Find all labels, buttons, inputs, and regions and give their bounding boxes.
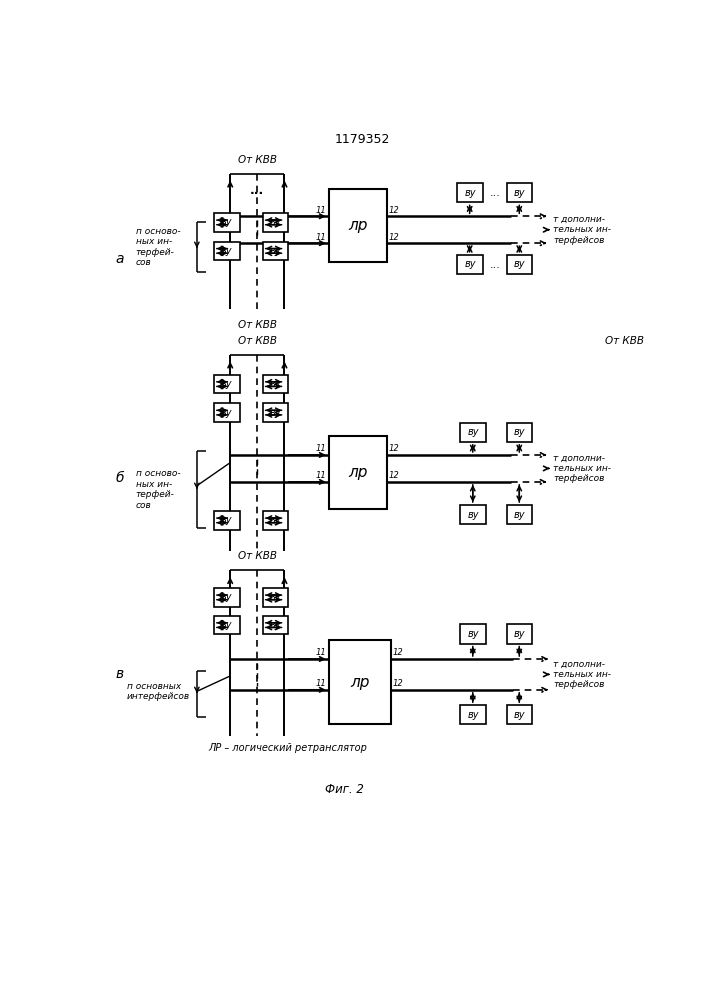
Text: 12: 12: [388, 233, 399, 242]
Text: вy: вy: [270, 379, 281, 389]
Text: вy: вy: [270, 217, 281, 227]
Bar: [507, 505, 532, 524]
Bar: [214, 213, 240, 232]
Text: вy: вy: [221, 246, 233, 256]
Text: ...: ...: [489, 260, 501, 270]
Bar: [507, 255, 532, 274]
Bar: [214, 511, 240, 530]
Text: вy: вy: [221, 217, 233, 227]
Text: вy: вy: [467, 510, 479, 520]
Text: вy: вy: [464, 188, 476, 198]
Bar: [329, 189, 387, 262]
Text: вy: вy: [467, 427, 479, 437]
Text: вy: вy: [514, 710, 525, 720]
Bar: [460, 705, 486, 724]
Bar: [263, 242, 288, 260]
Text: 11: 11: [315, 444, 327, 453]
Text: От КВВ: От КВВ: [605, 336, 644, 346]
Text: 11: 11: [315, 679, 327, 688]
Text: вy: вy: [514, 510, 525, 520]
Text: 11: 11: [315, 471, 327, 480]
Bar: [507, 624, 532, 644]
Bar: [329, 436, 387, 509]
Text: вy: вy: [221, 379, 233, 389]
Text: вy: вy: [270, 515, 281, 525]
Bar: [214, 616, 240, 634]
Text: вy: вy: [514, 629, 525, 639]
Text: 11: 11: [315, 206, 327, 215]
Text: 11: 11: [315, 233, 327, 242]
Text: вy: вy: [221, 515, 233, 525]
Text: вy: вy: [514, 188, 525, 198]
Text: лр: лр: [348, 218, 368, 233]
Text: ...: ...: [250, 184, 264, 197]
Bar: [457, 255, 483, 274]
Bar: [214, 375, 240, 393]
Bar: [457, 183, 483, 202]
Text: От КВВ: От КВВ: [238, 551, 277, 561]
Text: п осново-
ных ин-
терфей-
сов: п осново- ных ин- терфей- сов: [136, 470, 180, 510]
Text: 1179352: 1179352: [334, 133, 390, 146]
Text: вy: вy: [270, 408, 281, 418]
Text: От КВВ: От КВВ: [238, 336, 277, 346]
Text: 12: 12: [388, 206, 399, 215]
Text: вy: вy: [514, 259, 525, 269]
Text: От КВВ: От КВВ: [238, 155, 277, 165]
Bar: [460, 505, 486, 524]
Text: вy: вy: [467, 629, 479, 639]
Text: вy: вy: [221, 592, 233, 602]
Text: ЛР – логический ретранслятор: ЛР – логический ретранслятор: [209, 743, 368, 753]
Text: т дополни-
тельных ин-
терфейсов: т дополни- тельных ин- терфейсов: [554, 215, 612, 245]
Text: п осново-
ных ин-
терфей-
сов: п осново- ных ин- терфей- сов: [136, 227, 180, 267]
Text: 12: 12: [388, 444, 399, 453]
Bar: [263, 511, 288, 530]
Text: вy: вy: [270, 246, 281, 256]
Text: а: а: [115, 252, 124, 266]
Text: вy: вy: [514, 427, 525, 437]
Text: От КВВ: От КВВ: [238, 320, 277, 330]
Bar: [507, 705, 532, 724]
Bar: [329, 640, 391, 724]
Text: вy: вy: [270, 620, 281, 630]
Text: вy: вy: [467, 710, 479, 720]
Bar: [263, 403, 288, 422]
Bar: [263, 588, 288, 607]
Text: вy: вy: [221, 620, 233, 630]
Bar: [460, 624, 486, 644]
Text: 12: 12: [388, 471, 399, 480]
Text: в: в: [115, 667, 124, 681]
Bar: [214, 588, 240, 607]
Text: ...: ...: [489, 188, 501, 198]
Bar: [507, 423, 532, 442]
Text: вy: вy: [221, 408, 233, 418]
Text: п основных
интерфейсов: п основных интерфейсов: [127, 682, 189, 701]
Text: Фиг. 2: Фиг. 2: [325, 783, 363, 796]
Bar: [214, 403, 240, 422]
Text: б: б: [115, 471, 124, 485]
Text: 12: 12: [392, 679, 403, 688]
Text: 12: 12: [392, 648, 403, 657]
Text: т дополни-
тельных ин-
терфейсов: т дополни- тельных ин- терфейсов: [554, 660, 612, 689]
Bar: [214, 242, 240, 260]
Text: вy: вy: [270, 592, 281, 602]
Bar: [507, 183, 532, 202]
Text: вy: вy: [464, 259, 476, 269]
Bar: [263, 616, 288, 634]
Text: лр: лр: [348, 465, 368, 480]
Bar: [460, 423, 486, 442]
Bar: [263, 213, 288, 232]
Text: т дополни-
тельных ин-
терфейсов: т дополни- тельных ин- терфейсов: [554, 454, 612, 483]
Text: лр: лр: [350, 675, 369, 690]
Bar: [263, 375, 288, 393]
Text: 11: 11: [315, 648, 327, 657]
